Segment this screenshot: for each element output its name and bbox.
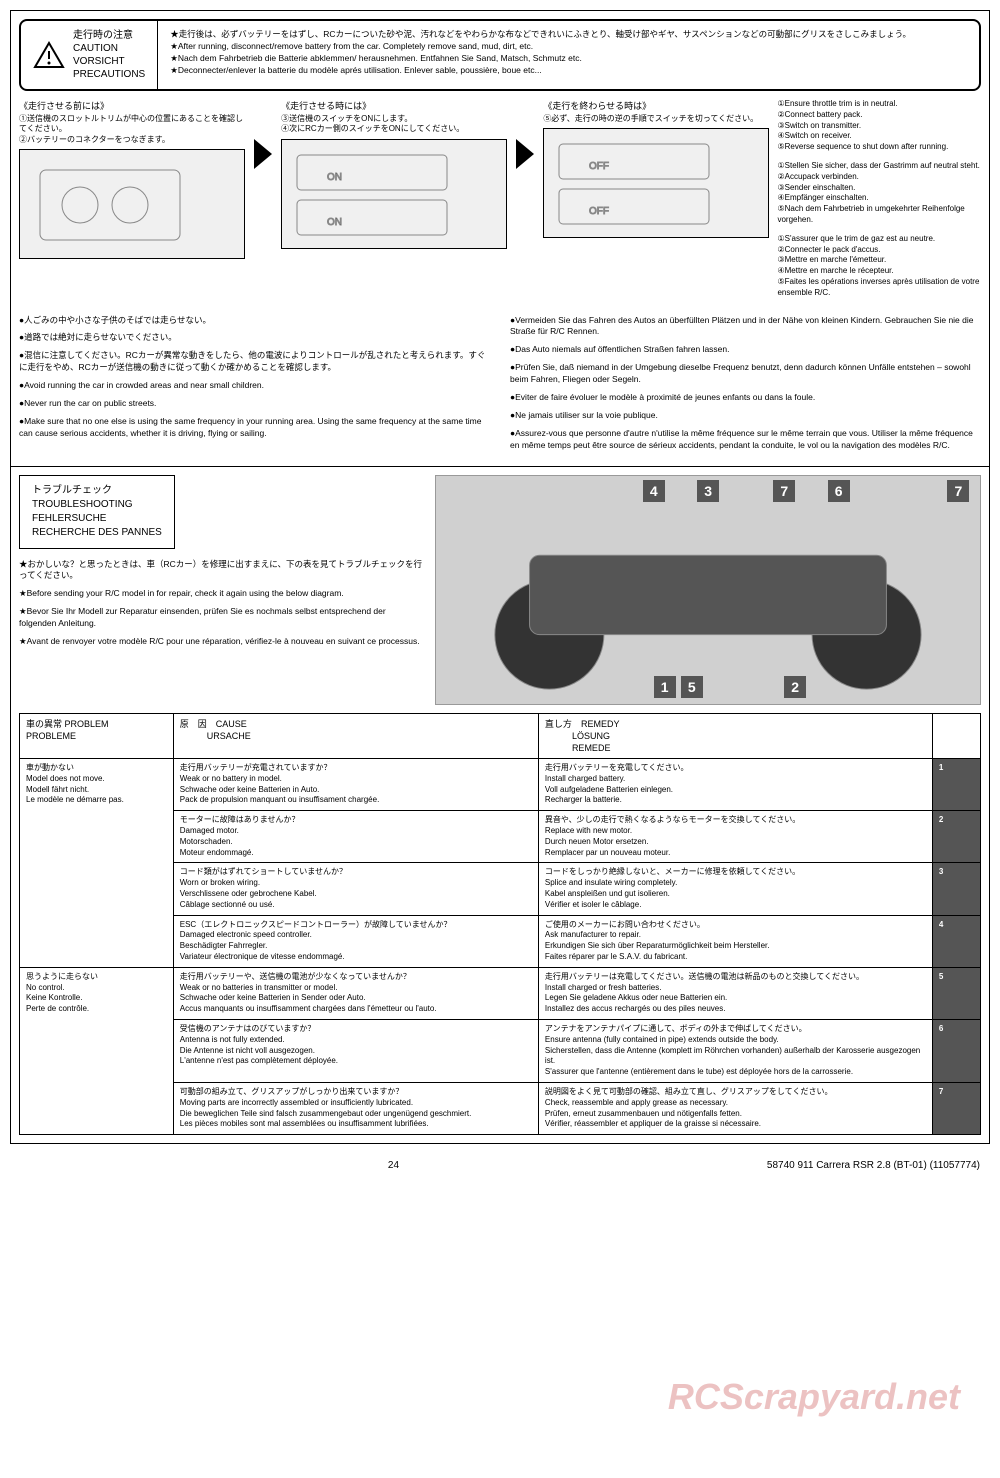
lang-notes: ①Ensure throttle trim is in neutral.②Con… [777,99,981,307]
step-running: 《走行させる時には》 ③送信機のスイッチをONにします。 ④次にRCカー側のスイ… [281,99,507,307]
chassis-on-diagram: ON ON [281,139,507,249]
step-before: 《走行させる前には》 ①送信機のスロットルトリムが中心の位置にあることを確認して… [19,99,245,307]
callout-badge: 3 [697,480,719,502]
table-row: 思うように走らないNo control.Keine Kontrolle.Pert… [20,967,981,1019]
svg-text:ON: ON [327,217,342,228]
table-header-cause: 原 因 CAUSE URSACHE [173,713,538,758]
arrow-icon [515,99,535,209]
safety-warnings: ●人ごみの中や小さな子供のそばでは走らせない。 ●道路では絶対に走らせないでくだ… [19,315,981,458]
troubleshooting-title-box: トラブルチェック TROUBLESHOOTING FEHLERSUCHE REC… [19,475,175,549]
step-after: 《走行を終わらせる時は》 ⑤必ず、走行の時の逆の手順でスイッチを切ってください。… [543,99,769,307]
callout-badge: 6 [828,480,850,502]
chassis-photo: 4 3 7 6 7 15 2 [435,475,981,705]
watermark: RCScrapyard.net [668,1376,960,1418]
table-header-remedy: 直し方 REMEDY LÖSUNG REMEDE [538,713,932,758]
page-footer: 24 58740 911 Carrera RSR 2.8 (BT-01) (11… [0,1154,1000,1177]
caution-box: 走行時の注意 CAUTION VORSICHT PRECAUTIONS ★走行後… [19,19,981,91]
callout-badge: 7 [773,480,795,502]
callout-badge: 7 [947,480,969,502]
svg-text:OFF: OFF [589,206,609,217]
caution-text: ★走行後は、必ずバッテリーをはずし、RCカーについた砂や泥、汚れなどをやわらかな… [158,21,979,89]
transmitter-diagram [19,149,245,259]
arrow-icon [253,99,273,209]
product-code: 58740 911 Carrera RSR 2.8 (BT-01) (11057… [767,1160,980,1171]
callout-badge: 2 [784,676,806,698]
troubleshooting-intro: ★おかしいな？と思ったときは、車（RCカー）を修理に出すまえに、下の表を見てトラ… [19,559,423,648]
callout-badge: 1 [654,676,676,698]
svg-text:ON: ON [327,172,342,183]
page-number: 24 [388,1160,399,1171]
table-header-problem: 車の異常 PROBLEM PROBLEME [20,713,174,758]
callout-badge: 4 [643,480,665,502]
troubleshooting-table: 車の異常 PROBLEM PROBLEME 原 因 CAUSE URSACHE … [19,713,981,1136]
warning-icon [33,41,65,69]
caution-labels: 走行時の注意 CAUTION VORSICHT PRECAUTIONS [73,29,145,81]
chassis-off-diagram: OFF OFF [543,128,769,238]
callout-badge: 5 [681,676,703,698]
table-row: 車が動かないModel does not move.Modell fährt n… [20,758,981,810]
svg-text:OFF: OFF [589,161,609,172]
